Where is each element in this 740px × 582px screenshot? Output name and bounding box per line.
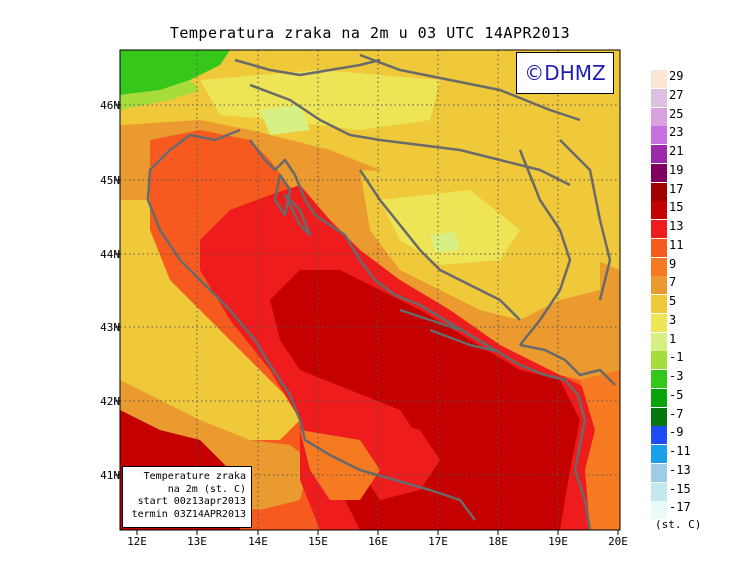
lat-label-45n: 45N <box>100 174 120 187</box>
lon-label-18e: 18E <box>488 535 508 548</box>
lat-label-41n: 41N <box>100 469 120 482</box>
legend-swatch <box>651 220 667 238</box>
lat-label-44n: 44N <box>100 248 120 261</box>
info-line-title: Temperature zraka <box>143 471 246 482</box>
legend-swatch <box>651 388 667 407</box>
field-green <box>120 50 230 95</box>
border-slovenia <box>234 58 381 77</box>
legend-swatch <box>651 313 667 332</box>
legend-swatch <box>651 445 667 463</box>
legend-swatch <box>651 182 667 201</box>
legend-swatch <box>651 463 667 482</box>
legend-swatch <box>651 295 667 313</box>
island-cres <box>273 173 292 217</box>
lon-label-17e: 17E <box>428 535 448 548</box>
info-line-start: start 00z13apr2013 <box>137 496 246 507</box>
field-italy-over <box>120 250 300 440</box>
field-green-light <box>120 80 200 110</box>
legend-label: 21 <box>669 144 684 158</box>
legend-swatch <box>651 407 667 426</box>
legend-swatch <box>651 163 667 182</box>
lon-label-20e: 20E <box>608 535 628 548</box>
info-line-units: na 2m (st. C) <box>167 483 246 495</box>
island-korcula <box>429 328 501 354</box>
legend-label: -9 <box>669 425 684 440</box>
lon-label-19e: 19E <box>548 535 568 548</box>
legend-label: -1 <box>669 350 684 365</box>
legend-swatch <box>651 370 667 388</box>
border-hungary <box>359 53 581 122</box>
legend-swatch <box>651 201 667 220</box>
lon-label-12e: 12E <box>127 535 147 548</box>
legend-label: -7 <box>669 406 684 421</box>
legend-swatch <box>651 107 667 126</box>
lon-label-13e: 13E <box>187 535 207 548</box>
legend-swatch <box>651 257 667 276</box>
legend-label: 7 <box>669 275 677 290</box>
coastline-montenegro-albania <box>573 394 592 530</box>
legend-label: 17 <box>669 181 684 196</box>
legend-label: 29 <box>669 69 684 83</box>
lon-label-16e: 16E <box>368 535 388 548</box>
border-serbia-east <box>559 139 612 301</box>
coastline-italy-east <box>146 128 476 521</box>
legend-swatch <box>651 351 667 370</box>
legend-label: 15 <box>669 200 684 215</box>
coastline-istria-dalmatia <box>249 139 579 396</box>
legend-swatch <box>651 126 667 145</box>
legend-label: -13 <box>669 462 691 477</box>
legend-label: 19 <box>669 162 684 177</box>
info-line-termin: termin 03Z14APR2013 <box>131 508 246 520</box>
lat-label-43n: 43N <box>100 321 120 334</box>
border-montenegro <box>519 343 616 386</box>
legend-swatch <box>651 145 667 163</box>
legend-label: 1 <box>669 331 677 346</box>
legend-label: -17 <box>669 500 691 515</box>
legend-label: 3 <box>669 312 677 327</box>
legend-label: -15 <box>669 481 691 496</box>
legend-label: 13 <box>669 219 684 233</box>
legend-label: 23 <box>669 125 684 140</box>
border-croatia-bosnia <box>358 169 521 321</box>
legend-label: -3 <box>669 369 684 383</box>
legend-units: (st. C) <box>655 518 702 531</box>
island-krk <box>283 193 312 237</box>
legend-swatch <box>651 426 667 445</box>
legend-label: -5 <box>669 387 684 402</box>
map-title: Temperatura zraka na 2m u 03 UTC 14APR20… <box>169 24 571 42</box>
legend-label: 11 <box>669 237 684 252</box>
legend-swatch <box>651 88 667 107</box>
legend-swatch <box>651 332 667 351</box>
lon-label-14e: 14E <box>248 535 268 548</box>
border-croatia-north <box>249 83 571 187</box>
map-frame <box>119 49 621 531</box>
legend-label: -11 <box>669 444 691 458</box>
border-bosnia-serbia <box>518 149 572 346</box>
field-inland-pale <box>380 190 520 265</box>
legend-swatch <box>651 482 667 501</box>
legend-label: 5 <box>669 294 677 308</box>
lat-label-42n: 42N <box>100 395 120 408</box>
legend-label: 9 <box>669 256 677 271</box>
dhmz-logo: ©DHMZ <box>516 52 614 94</box>
legend-swatch <box>651 501 667 520</box>
field-albania <box>580 370 620 530</box>
legend-swatch <box>651 276 667 295</box>
info-box: Temperature zraka na 2m (st. C) start 00… <box>122 466 252 528</box>
field-north-pale <box>200 70 440 130</box>
field-sea-deep-red <box>270 270 580 530</box>
field-sea-south-red <box>360 420 440 500</box>
legend-swatch <box>651 238 667 257</box>
legend-swatch <box>651 70 667 88</box>
legend-label: 27 <box>669 87 684 102</box>
lon-label-15e: 15E <box>308 535 328 548</box>
legend-label: 25 <box>669 106 684 121</box>
field-apulia <box>300 430 380 500</box>
lat-label-46n: 46N <box>100 99 120 112</box>
